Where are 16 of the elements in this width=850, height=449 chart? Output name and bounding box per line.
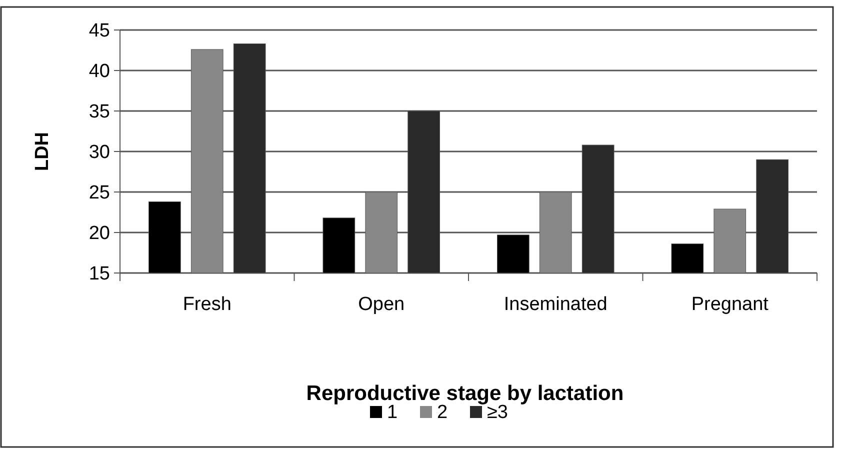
- y-tick-label: 40: [88, 61, 110, 82]
- x-tick-label: Pregnant: [691, 294, 770, 315]
- x-tick-label: Inseminated: [504, 294, 608, 315]
- legend-label: 2: [437, 402, 448, 423]
- x-tick-label: Fresh: [182, 294, 232, 315]
- y-axis-title: LDH: [32, 132, 53, 172]
- x-tick-label: Open: [358, 294, 405, 315]
- legend-title: Reproductive stage by lactation: [306, 382, 624, 405]
- y-tick-label: 15: [88, 264, 110, 285]
- legend-label: 1: [387, 402, 398, 423]
- y-tick-label: 35: [88, 102, 110, 123]
- y-tick-label: 20: [88, 223, 110, 244]
- y-tick-label: 30: [88, 142, 110, 164]
- legend-label: ≥3: [487, 402, 508, 423]
- y-tick-label: 45: [88, 20, 110, 42]
- y-tick-label: 25: [88, 182, 110, 204]
